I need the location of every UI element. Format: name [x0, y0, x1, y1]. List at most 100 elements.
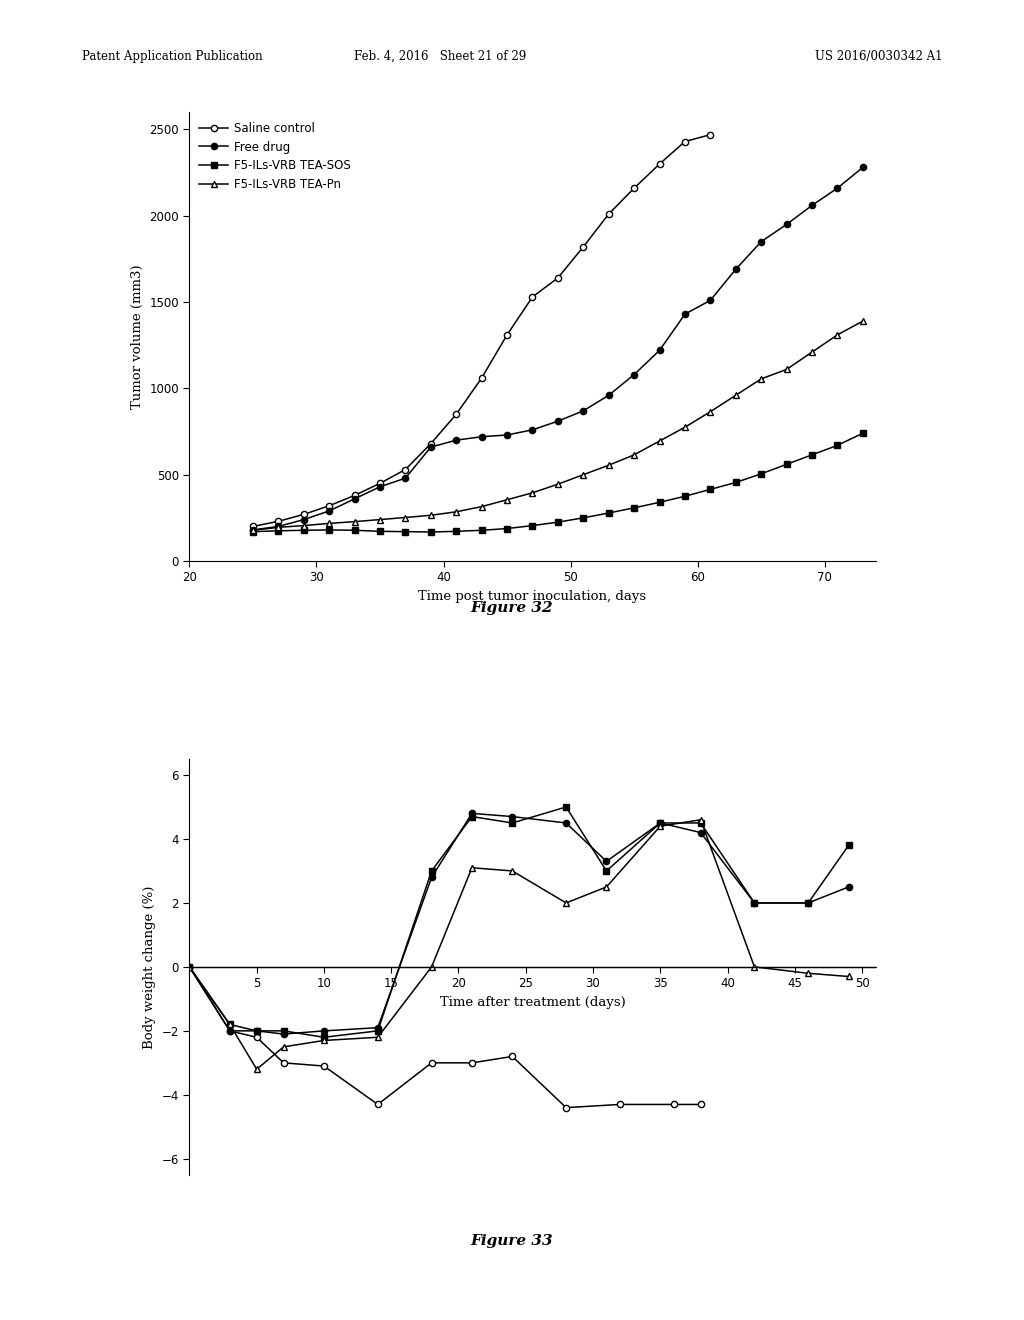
- Free drug: [679, 306, 691, 322]
- Text: Figure 33: Figure 33: [471, 1234, 553, 1249]
- F5-ILs-VRB TEA-Pn: [475, 499, 487, 515]
- Free drug: [806, 198, 818, 214]
- Text: Feb. 4, 2016   Sheet 21 of 29: Feb. 4, 2016 Sheet 21 of 29: [354, 50, 526, 63]
- Y-axis label: Body weight change (%): Body weight change (%): [143, 886, 156, 1048]
- Free drug: [831, 181, 844, 197]
- Saline control: [475, 370, 487, 385]
- F5-ILs-VRB TEA-Pn: [730, 387, 742, 403]
- Saline control: [628, 181, 640, 197]
- F5-ILs-VRB TEA-SOS: [475, 523, 487, 539]
- Free drug: [602, 387, 614, 403]
- F5-ILs-VRB TEA-Pn: [451, 504, 463, 520]
- Free drug: [323, 503, 335, 519]
- F5-ILs-VRB TEA-SOS: [653, 495, 666, 511]
- F5-ILs-VRB TEA-Pn: [755, 371, 767, 387]
- X-axis label: Time after treatment (days): Time after treatment (days): [439, 995, 626, 1008]
- F5-ILs-VRB TEA-SOS: [780, 457, 793, 473]
- F5-ILs-VRB TEA-SOS: [705, 482, 717, 498]
- F5-ILs-VRB TEA-Pn: [247, 523, 259, 539]
- F5-ILs-VRB TEA-Pn: [831, 327, 844, 343]
- F5-ILs-VRB TEA-Pn: [857, 313, 869, 329]
- Free drug: [653, 342, 666, 358]
- F5-ILs-VRB TEA-SOS: [831, 437, 844, 453]
- Line: Saline control: Saline control: [250, 132, 714, 529]
- Saline control: [578, 239, 590, 255]
- Free drug: [780, 216, 793, 232]
- Free drug: [425, 440, 437, 455]
- F5-ILs-VRB TEA-SOS: [679, 488, 691, 504]
- Free drug: [272, 519, 285, 535]
- F5-ILs-VRB TEA-SOS: [501, 520, 513, 536]
- Saline control: [323, 498, 335, 513]
- Free drug: [857, 160, 869, 176]
- F5-ILs-VRB TEA-SOS: [451, 524, 463, 540]
- Saline control: [653, 156, 666, 172]
- Free drug: [298, 512, 310, 528]
- Saline control: [451, 407, 463, 422]
- F5-ILs-VRB TEA-Pn: [705, 404, 717, 420]
- F5-ILs-VRB TEA-SOS: [399, 524, 412, 540]
- F5-ILs-VRB TEA-SOS: [552, 515, 564, 531]
- Text: Patent Application Publication: Patent Application Publication: [82, 50, 262, 63]
- F5-ILs-VRB TEA-Pn: [501, 492, 513, 508]
- Saline control: [298, 507, 310, 523]
- F5-ILs-VRB TEA-Pn: [602, 457, 614, 473]
- Saline control: [348, 487, 360, 503]
- Text: US 2016/0030342 A1: US 2016/0030342 A1: [814, 50, 942, 63]
- F5-ILs-VRB TEA-SOS: [323, 521, 335, 537]
- F5-ILs-VRB TEA-Pn: [806, 345, 818, 360]
- F5-ILs-VRB TEA-SOS: [730, 475, 742, 491]
- F5-ILs-VRB TEA-Pn: [628, 447, 640, 463]
- F5-ILs-VRB TEA-Pn: [272, 520, 285, 536]
- F5-ILs-VRB TEA-SOS: [578, 510, 590, 525]
- F5-ILs-VRB TEA-SOS: [806, 447, 818, 463]
- F5-ILs-VRB TEA-SOS: [247, 524, 259, 540]
- F5-ILs-VRB TEA-Pn: [780, 362, 793, 378]
- Saline control: [679, 133, 691, 149]
- F5-ILs-VRB TEA-Pn: [679, 420, 691, 436]
- Free drug: [247, 521, 259, 537]
- F5-ILs-VRB TEA-SOS: [526, 517, 539, 533]
- Free drug: [501, 428, 513, 444]
- Saline control: [501, 327, 513, 343]
- F5-ILs-VRB TEA-Pn: [552, 477, 564, 492]
- Saline control: [272, 513, 285, 529]
- Free drug: [578, 403, 590, 418]
- Line: Free drug: Free drug: [250, 164, 866, 533]
- Free drug: [348, 491, 360, 507]
- F5-ILs-VRB TEA-Pn: [653, 433, 666, 449]
- Line: F5-ILs-VRB TEA-SOS: F5-ILs-VRB TEA-SOS: [250, 430, 866, 535]
- F5-ILs-VRB TEA-Pn: [425, 507, 437, 523]
- F5-ILs-VRB TEA-Pn: [526, 484, 539, 500]
- F5-ILs-VRB TEA-SOS: [602, 506, 614, 521]
- F5-ILs-VRB TEA-SOS: [628, 500, 640, 516]
- F5-ILs-VRB TEA-SOS: [298, 523, 310, 539]
- F5-ILs-VRB TEA-SOS: [374, 524, 386, 540]
- F5-ILs-VRB TEA-Pn: [399, 510, 412, 525]
- Saline control: [705, 127, 717, 143]
- Saline control: [552, 271, 564, 286]
- Saline control: [526, 289, 539, 305]
- F5-ILs-VRB TEA-Pn: [348, 513, 360, 529]
- Free drug: [374, 479, 386, 495]
- Saline control: [425, 436, 437, 451]
- Line: F5-ILs-VRB TEA-Pn: F5-ILs-VRB TEA-Pn: [250, 318, 866, 533]
- F5-ILs-VRB TEA-Pn: [374, 512, 386, 528]
- Saline control: [399, 462, 412, 478]
- Free drug: [475, 429, 487, 445]
- Free drug: [552, 413, 564, 429]
- Saline control: [374, 475, 386, 491]
- Free drug: [730, 261, 742, 277]
- Saline control: [247, 519, 259, 535]
- Free drug: [705, 293, 717, 309]
- F5-ILs-VRB TEA-SOS: [755, 466, 767, 482]
- F5-ILs-VRB TEA-SOS: [425, 524, 437, 540]
- F5-ILs-VRB TEA-Pn: [323, 515, 335, 531]
- F5-ILs-VRB TEA-SOS: [857, 425, 869, 441]
- Free drug: [399, 470, 412, 486]
- Text: Figure 32: Figure 32: [471, 601, 553, 615]
- Free drug: [628, 367, 640, 383]
- Free drug: [755, 234, 767, 249]
- F5-ILs-VRB TEA-Pn: [578, 467, 590, 483]
- F5-ILs-VRB TEA-Pn: [298, 517, 310, 533]
